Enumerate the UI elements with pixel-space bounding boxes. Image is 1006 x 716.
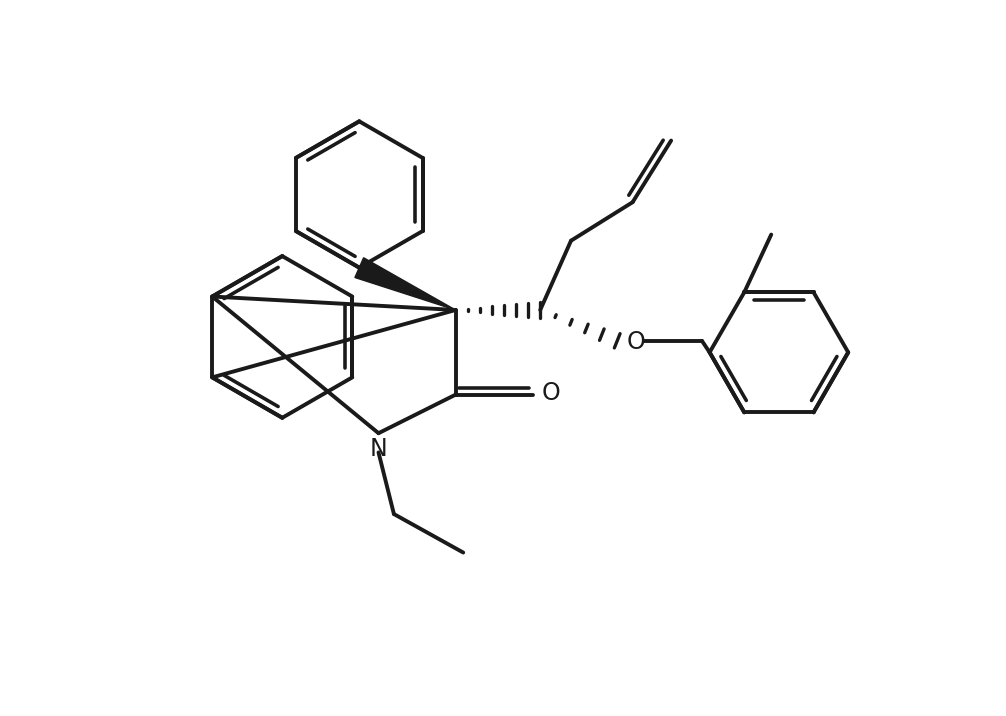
Polygon shape [355, 258, 456, 310]
Text: N: N [369, 437, 387, 460]
Text: O: O [627, 330, 645, 354]
Text: O: O [542, 381, 560, 405]
